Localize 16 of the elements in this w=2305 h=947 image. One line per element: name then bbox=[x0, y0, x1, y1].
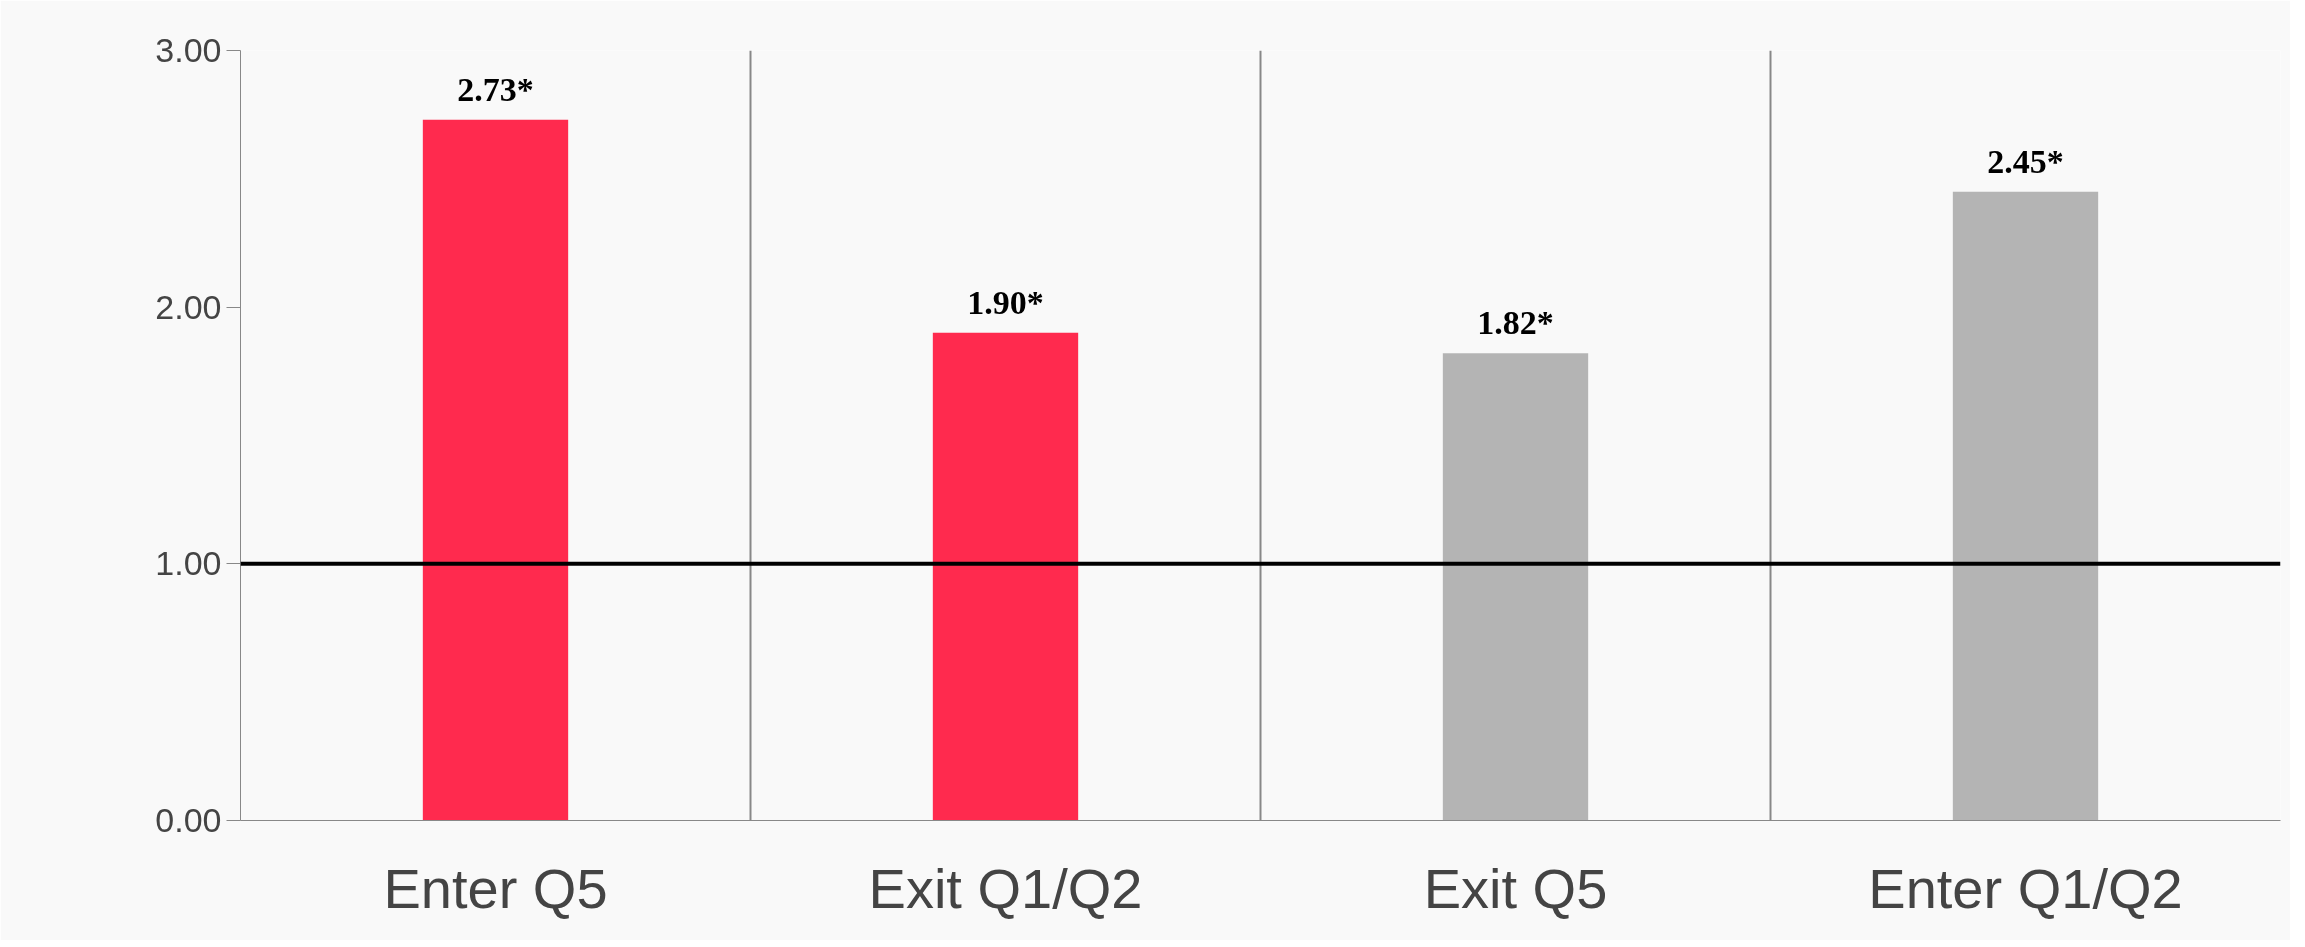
data-label: 2.45* bbox=[1987, 142, 2064, 180]
bar bbox=[422, 119, 569, 821]
data-label: 2.73* bbox=[457, 70, 534, 108]
bar bbox=[932, 332, 1079, 821]
y-tick-label: 1.00 bbox=[155, 544, 222, 583]
x-tick-label: Exit Q1/Q2 bbox=[868, 856, 1143, 920]
y-tick-label: 3.00 bbox=[155, 31, 222, 69]
x-tick-label: Enter Q5 bbox=[383, 856, 608, 920]
x-tick-label: Exit Q5 bbox=[1423, 856, 1608, 920]
y-tick-label: 0.00 bbox=[155, 801, 222, 839]
bar bbox=[1952, 191, 2099, 821]
y-tick-label: 2.00 bbox=[155, 287, 222, 326]
bar bbox=[1442, 353, 1589, 821]
x-tick-label: Enter Q1/Q2 bbox=[1868, 856, 2183, 920]
data-label: 1.82* bbox=[1477, 304, 1554, 342]
data-label: 1.90* bbox=[967, 283, 1044, 321]
